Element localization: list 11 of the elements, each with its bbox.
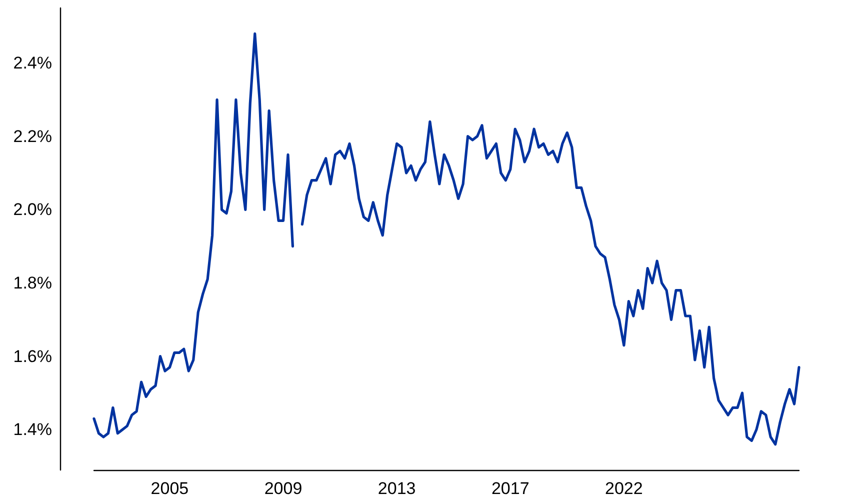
y-tick-label: 2.2% [13,126,52,146]
y-tick-label: 2.4% [13,54,52,72]
x-tick-label: 2005 [150,479,189,498]
x-tick-label: 2017 [491,479,530,498]
y-tick-label: 1.4% [13,420,52,440]
x-tick-label: 2022 [605,479,643,498]
y-tick-label: 2.0% [13,200,52,220]
y-tick-label: 1.6% [13,346,52,366]
y-tick-label: 1.8% [13,274,52,292]
x-tick-label: 2013 [378,479,416,498]
x-tick-label: 2009 [264,479,302,498]
